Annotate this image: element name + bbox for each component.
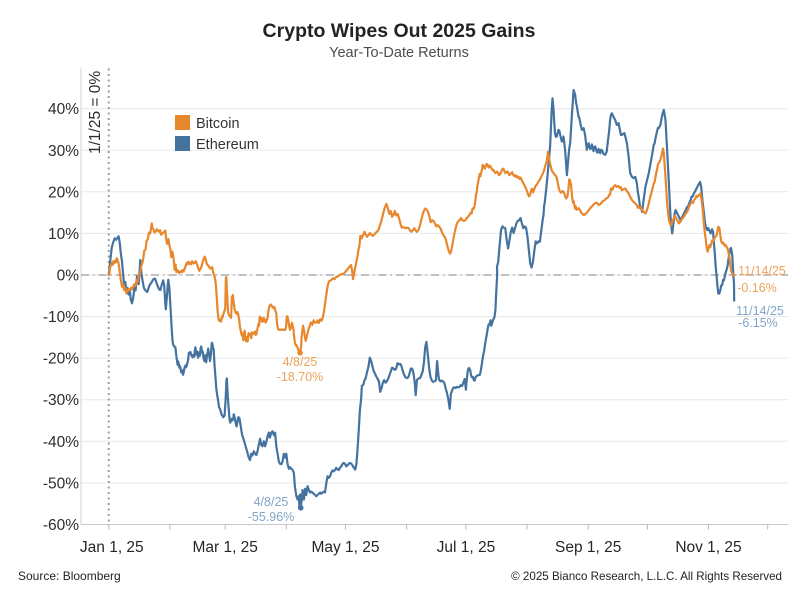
svg-text:10%: 10% [48,226,79,243]
svg-text:-30%: -30% [43,392,79,409]
svg-text:Ethereum: Ethereum [196,137,259,153]
svg-text:-20%: -20% [43,351,79,368]
svg-text:-0.16%: -0.16% [737,281,777,295]
svg-text:Sep 1, 25: Sep 1, 25 [555,539,621,556]
svg-text:-60%: -60% [43,517,79,534]
svg-text:0%: 0% [57,268,80,285]
svg-text:1/1/25 = 0%: 1/1/25 = 0% [87,71,104,154]
svg-text:May 1, 25: May 1, 25 [311,539,379,556]
svg-text:11/14/25: 11/14/25 [736,304,784,318]
svg-text:4/8/25: 4/8/25 [283,355,318,369]
svg-text:Jul 1, 25: Jul 1, 25 [437,539,496,556]
svg-text:Jan 1, 25: Jan 1, 25 [80,539,144,556]
svg-text:-55.96%: -55.96% [248,510,295,524]
svg-text:Nov 1, 25: Nov 1, 25 [675,539,741,556]
svg-text:Year-To-Date Returns: Year-To-Date Returns [329,45,469,61]
svg-text:-40%: -40% [43,434,79,451]
svg-text:Source: Bloomberg: Source: Bloomberg [18,569,121,583]
svg-text:-10%: -10% [43,309,79,326]
svg-text:40%: 40% [48,101,79,118]
svg-text:-50%: -50% [43,475,79,492]
svg-text:-6.15%: -6.15% [738,316,778,330]
svg-text:Mar 1, 25: Mar 1, 25 [192,539,257,556]
svg-text:Crypto Wipes Out 2025 Gains: Crypto Wipes Out 2025 Gains [263,20,536,42]
svg-text:30%: 30% [48,143,79,160]
svg-text:11/14/25: 11/14/25 [738,264,786,278]
svg-text:-18.70%: -18.70% [277,370,324,384]
svg-text:© 2025 Bianco Research, L.L.C.: © 2025 Bianco Research, L.L.C. All Right… [511,570,782,583]
svg-text:4/8/25: 4/8/25 [254,495,289,509]
svg-text:20%: 20% [48,184,79,201]
svg-text:Bitcoin: Bitcoin [196,116,240,132]
